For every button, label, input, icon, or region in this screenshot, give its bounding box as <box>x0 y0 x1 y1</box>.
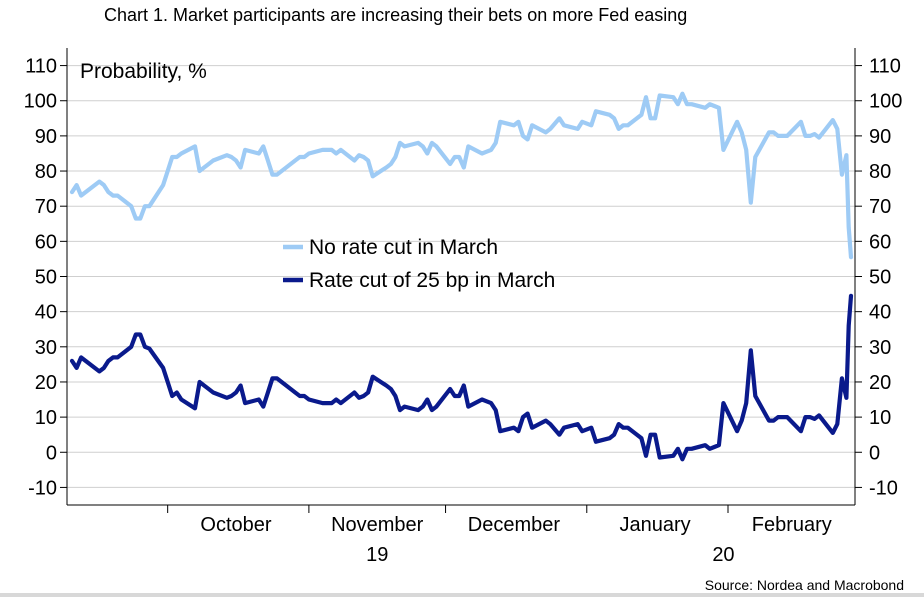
source-note: Source: Nordea and Macrobond <box>704 577 904 593</box>
y-tick-label: 60 <box>35 231 57 253</box>
y-tick-label: 40 <box>869 302 891 324</box>
y-tick-label: 90 <box>869 126 891 148</box>
y-tick-label: 100 <box>24 91 57 113</box>
y-tick-label: 100 <box>869 91 902 113</box>
y-tick-label: 110 <box>869 56 901 78</box>
y-tick-label: 90 <box>35 126 57 148</box>
legend-label: No rate cut in March <box>309 236 498 259</box>
left-y-axis: -10 0 10 20 30 40 50 60 70 80 90 100 110 <box>24 56 67 499</box>
y-tick-label: 110 <box>25 56 57 78</box>
series-line-1 <box>69 91 854 260</box>
y-tick-label: 60 <box>869 231 891 253</box>
legend-label: Rate cut of 25 bp in March <box>309 269 555 292</box>
x-tick-label: December <box>468 514 561 536</box>
y-tick-label: 30 <box>869 337 891 359</box>
y-tick-label: -10 <box>869 477 898 499</box>
right-y-axis: -10 0 10 20 30 40 50 60 70 80 90 100 110 <box>855 56 902 499</box>
x-tick-label: February <box>752 514 832 536</box>
y-tick-label: 30 <box>35 337 57 359</box>
x-year-label: 19 <box>366 544 388 566</box>
x-tick-label: January <box>620 514 691 536</box>
y-tick-label: 50 <box>869 267 891 289</box>
series-line-2 <box>69 293 854 462</box>
x-tick-label: November <box>331 514 424 536</box>
y-tick-label: 10 <box>869 407 891 429</box>
y-tick-label: 70 <box>35 196 57 218</box>
y-tick-label: 0 <box>46 442 57 464</box>
x-year-label: 20 <box>712 544 734 566</box>
y-axis-label: Probability, % <box>80 60 207 83</box>
x-tick-label: October <box>200 514 271 536</box>
y-tick-label: 40 <box>35 302 57 324</box>
y-tick-label: 20 <box>869 372 891 394</box>
y-tick-label: 70 <box>869 196 891 218</box>
y-tick-label: 20 <box>35 372 57 394</box>
y-tick-label: -10 <box>28 477 57 499</box>
chart-title: Chart 1. Market participants are increas… <box>104 5 688 25</box>
legend: No rate cut in March Rate cut of 25 bp in… <box>283 236 555 292</box>
x-axis: October November December January February 19… <box>167 505 832 566</box>
y-tick-label: 0 <box>869 442 880 464</box>
y-tick-label: 80 <box>35 161 57 183</box>
bottom-rule <box>0 593 924 597</box>
y-tick-label: 50 <box>35 267 57 289</box>
series-lines <box>69 91 854 462</box>
y-tick-label: 80 <box>869 161 891 183</box>
y-tick-label: 10 <box>35 407 57 429</box>
